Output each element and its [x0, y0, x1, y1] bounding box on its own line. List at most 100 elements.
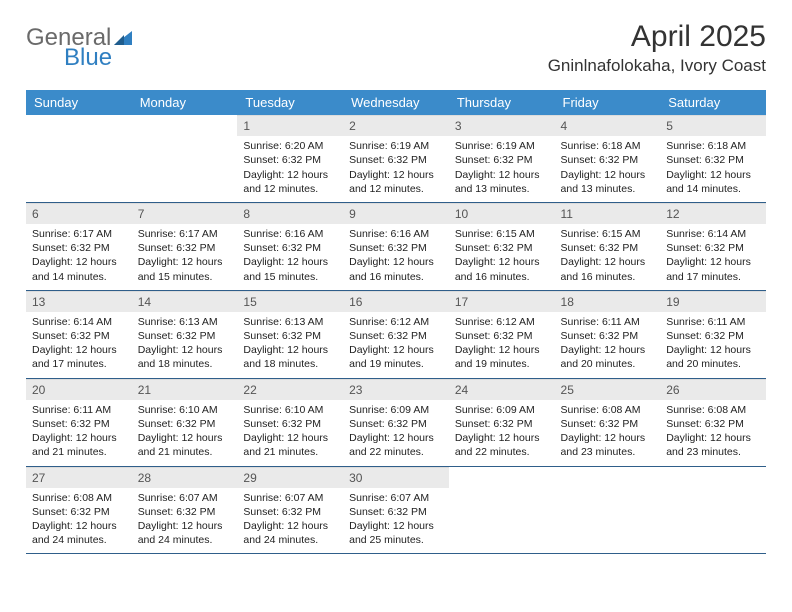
day-number: 21 [132, 379, 238, 400]
sunset-text: Sunset: 6:32 PM [243, 241, 337, 255]
daylight-text: Daylight: 12 hours and 24 minutes. [138, 519, 232, 547]
day-number: 23 [343, 379, 449, 400]
day-body: Sunrise: 6:07 AMSunset: 6:32 PMDaylight:… [132, 488, 238, 554]
day-body: Sunrise: 6:16 AMSunset: 6:32 PMDaylight:… [343, 224, 449, 290]
calendar-day-cell: 18Sunrise: 6:11 AMSunset: 6:32 PMDayligh… [555, 290, 661, 378]
calendar-day-cell: 10Sunrise: 6:15 AMSunset: 6:32 PMDayligh… [449, 202, 555, 290]
sunset-text: Sunset: 6:32 PM [138, 417, 232, 431]
calendar-day-cell: 17Sunrise: 6:12 AMSunset: 6:32 PMDayligh… [449, 290, 555, 378]
sunset-text: Sunset: 6:32 PM [32, 417, 126, 431]
calendar-day-cell: 30Sunrise: 6:07 AMSunset: 6:32 PMDayligh… [343, 466, 449, 554]
daylight-text: Daylight: 12 hours and 13 minutes. [561, 168, 655, 196]
daylight-text: Daylight: 12 hours and 23 minutes. [666, 431, 760, 459]
day-body: Sunrise: 6:12 AMSunset: 6:32 PMDaylight:… [343, 312, 449, 378]
sunset-text: Sunset: 6:32 PM [561, 329, 655, 343]
daylight-text: Daylight: 12 hours and 16 minutes. [455, 255, 549, 283]
calendar-day-cell: 22Sunrise: 6:10 AMSunset: 6:32 PMDayligh… [237, 378, 343, 466]
day-body: Sunrise: 6:12 AMSunset: 6:32 PMDaylight:… [449, 312, 555, 378]
calendar-day-cell: 9Sunrise: 6:16 AMSunset: 6:32 PMDaylight… [343, 202, 449, 290]
daylight-text: Daylight: 12 hours and 24 minutes. [32, 519, 126, 547]
day-body: Sunrise: 6:11 AMSunset: 6:32 PMDaylight:… [26, 400, 132, 466]
day-body: Sunrise: 6:20 AMSunset: 6:32 PMDaylight:… [237, 136, 343, 202]
calendar-week-row: 1Sunrise: 6:20 AMSunset: 6:32 PMDaylight… [26, 115, 766, 202]
sunrise-text: Sunrise: 6:15 AM [561, 227, 655, 241]
calendar-day-cell: 4Sunrise: 6:18 AMSunset: 6:32 PMDaylight… [555, 115, 661, 202]
calendar-day-cell [449, 466, 555, 554]
calendar-day-cell: 29Sunrise: 6:07 AMSunset: 6:32 PMDayligh… [237, 466, 343, 554]
day-body: Sunrise: 6:10 AMSunset: 6:32 PMDaylight:… [132, 400, 238, 466]
day-body: Sunrise: 6:16 AMSunset: 6:32 PMDaylight:… [237, 224, 343, 290]
day-body: Sunrise: 6:19 AMSunset: 6:32 PMDaylight:… [449, 136, 555, 202]
day-number: 7 [132, 203, 238, 224]
weekday-header: Friday [555, 90, 661, 115]
weekday-header: Monday [132, 90, 238, 115]
sunrise-text: Sunrise: 6:11 AM [561, 315, 655, 329]
calendar-day-cell: 11Sunrise: 6:15 AMSunset: 6:32 PMDayligh… [555, 202, 661, 290]
sunset-text: Sunset: 6:32 PM [666, 417, 760, 431]
daylight-text: Daylight: 12 hours and 25 minutes. [349, 519, 443, 547]
weekday-header: Wednesday [343, 90, 449, 115]
daylight-text: Daylight: 12 hours and 15 minutes. [243, 255, 337, 283]
day-body: Sunrise: 6:18 AMSunset: 6:32 PMDaylight:… [555, 136, 661, 202]
calendar-day-cell: 26Sunrise: 6:08 AMSunset: 6:32 PMDayligh… [660, 378, 766, 466]
day-number: 11 [555, 203, 661, 224]
sunrise-text: Sunrise: 6:09 AM [455, 403, 549, 417]
day-body: Sunrise: 6:10 AMSunset: 6:32 PMDaylight:… [237, 400, 343, 466]
day-body: Sunrise: 6:13 AMSunset: 6:32 PMDaylight:… [132, 312, 238, 378]
calendar-day-cell: 23Sunrise: 6:09 AMSunset: 6:32 PMDayligh… [343, 378, 449, 466]
sunset-text: Sunset: 6:32 PM [666, 241, 760, 255]
day-number: 22 [237, 379, 343, 400]
daylight-text: Daylight: 12 hours and 13 minutes. [455, 168, 549, 196]
sunset-text: Sunset: 6:32 PM [561, 241, 655, 255]
daylight-text: Daylight: 12 hours and 22 minutes. [455, 431, 549, 459]
calendar-day-cell [555, 466, 661, 554]
sunrise-text: Sunrise: 6:13 AM [138, 315, 232, 329]
sunset-text: Sunset: 6:32 PM [138, 505, 232, 519]
calendar-day-cell [132, 115, 238, 202]
day-number: 1 [237, 115, 343, 136]
sunset-text: Sunset: 6:32 PM [349, 505, 443, 519]
day-number: 13 [26, 291, 132, 312]
day-number: 3 [449, 115, 555, 136]
day-number: 14 [132, 291, 238, 312]
sunrise-text: Sunrise: 6:08 AM [561, 403, 655, 417]
sunrise-text: Sunrise: 6:09 AM [349, 403, 443, 417]
calendar-day-cell: 16Sunrise: 6:12 AMSunset: 6:32 PMDayligh… [343, 290, 449, 378]
day-number: 17 [449, 291, 555, 312]
daylight-text: Daylight: 12 hours and 18 minutes. [138, 343, 232, 371]
calendar-week-row: 20Sunrise: 6:11 AMSunset: 6:32 PMDayligh… [26, 378, 766, 466]
weekday-header: Thursday [449, 90, 555, 115]
daylight-text: Daylight: 12 hours and 20 minutes. [561, 343, 655, 371]
day-number: 6 [26, 203, 132, 224]
sunrise-text: Sunrise: 6:16 AM [349, 227, 443, 241]
daylight-text: Daylight: 12 hours and 23 minutes. [561, 431, 655, 459]
calendar-day-cell: 13Sunrise: 6:14 AMSunset: 6:32 PMDayligh… [26, 290, 132, 378]
calendar-day-cell [26, 115, 132, 202]
daylight-text: Daylight: 12 hours and 19 minutes. [349, 343, 443, 371]
day-number: 30 [343, 467, 449, 488]
sunset-text: Sunset: 6:32 PM [666, 153, 760, 167]
sunrise-text: Sunrise: 6:19 AM [349, 139, 443, 153]
daylight-text: Daylight: 12 hours and 14 minutes. [666, 168, 760, 196]
daylight-text: Daylight: 12 hours and 18 minutes. [243, 343, 337, 371]
day-number: 9 [343, 203, 449, 224]
day-body: Sunrise: 6:09 AMSunset: 6:32 PMDaylight:… [343, 400, 449, 466]
day-body: Sunrise: 6:08 AMSunset: 6:32 PMDaylight:… [26, 488, 132, 554]
day-body: Sunrise: 6:19 AMSunset: 6:32 PMDaylight:… [343, 136, 449, 202]
sail-icon [113, 30, 133, 50]
day-body: Sunrise: 6:08 AMSunset: 6:32 PMDaylight:… [660, 400, 766, 466]
day-number: 16 [343, 291, 449, 312]
sunset-text: Sunset: 6:32 PM [455, 153, 549, 167]
day-number: 19 [660, 291, 766, 312]
calendar-table: Sunday Monday Tuesday Wednesday Thursday… [26, 90, 766, 554]
daylight-text: Daylight: 12 hours and 21 minutes. [243, 431, 337, 459]
sunset-text: Sunset: 6:32 PM [138, 241, 232, 255]
daylight-text: Daylight: 12 hours and 17 minutes. [666, 255, 760, 283]
sunrise-text: Sunrise: 6:14 AM [666, 227, 760, 241]
daylight-text: Daylight: 12 hours and 20 minutes. [666, 343, 760, 371]
sunrise-text: Sunrise: 6:20 AM [243, 139, 337, 153]
logo: GeneralBlue [26, 20, 133, 70]
sunrise-text: Sunrise: 6:19 AM [455, 139, 549, 153]
sunset-text: Sunset: 6:32 PM [32, 505, 126, 519]
daylight-text: Daylight: 12 hours and 14 minutes. [32, 255, 126, 283]
